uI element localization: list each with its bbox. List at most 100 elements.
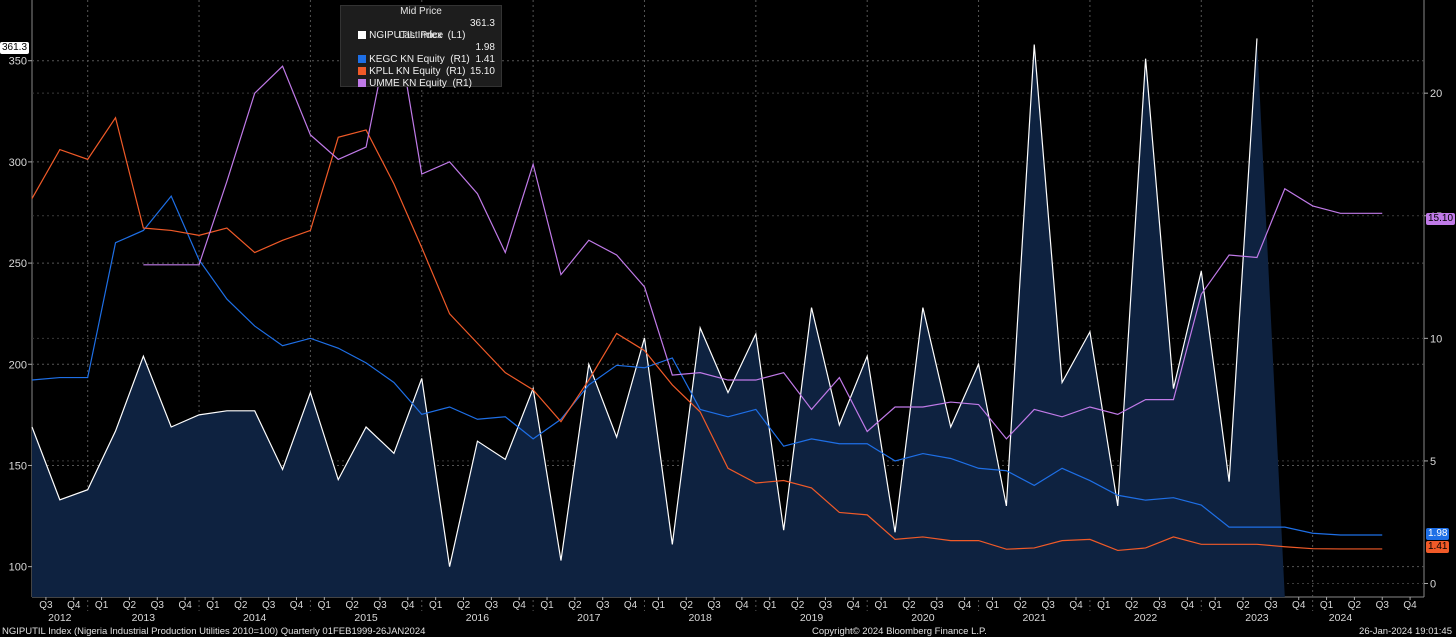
- legend-row-kpll: KPLL KN Equity (R1): [347, 54, 465, 90]
- x-tick-year: 2019: [800, 612, 824, 624]
- x-tick-quarter: Q1: [318, 600, 332, 611]
- x-tick-quarter: Q4: [624, 600, 638, 611]
- x-tick-quarter: Q3: [1376, 600, 1390, 611]
- legend-swatch-kpll: [358, 67, 367, 75]
- x-tick-quarter: Q2: [457, 600, 471, 611]
- x-tick-quarter: Q2: [1348, 600, 1362, 611]
- legend-label-kegc: KEGC KN Equity (R1): [369, 54, 470, 65]
- x-tick-quarter: Q1: [95, 600, 109, 611]
- x-tick-year: 2022: [1134, 612, 1158, 624]
- legend-row-kegc: KEGC KN Equity (R1): [347, 42, 470, 78]
- x-tick-quarter: Q2: [234, 600, 248, 611]
- legend-label-ngiputil: NGIPUTIL Index (L1): [369, 30, 466, 41]
- legend-swatch-umme: [358, 79, 367, 87]
- legend-value-kegc: 1.98: [475, 42, 495, 53]
- x-tick-quarter: Q4: [735, 600, 749, 611]
- x-tick-quarter: Q3: [39, 600, 53, 611]
- x-tick-quarter: Q2: [1236, 600, 1250, 611]
- series-lines: [31, 7, 1383, 567]
- x-tick-quarter: Q2: [1125, 600, 1139, 611]
- last-value-tag-kegc: 1.98: [1426, 528, 1450, 540]
- x-tick-quarter: Q3: [373, 600, 387, 611]
- x-tick-quarter: Q2: [1014, 600, 1028, 611]
- x-tick-quarter: Q1: [1320, 600, 1334, 611]
- right-tick-label: 20: [1430, 88, 1442, 100]
- legend-swatch-ngiputil: [358, 31, 367, 39]
- x-tick-quarter: Q4: [847, 600, 861, 611]
- x-tick-quarter: Q4: [401, 600, 415, 611]
- ngiputil-area: [32, 38, 1285, 597]
- last-value-tag-kpll: 1.41: [1426, 541, 1450, 553]
- last-value-tag-umme: 15.10: [1426, 213, 1456, 225]
- x-tick-quarter: Q2: [680, 600, 694, 611]
- left-axis-ticks: 100 150 200 250 300 350: [9, 56, 27, 574]
- x-tick-quarter: Q1: [1209, 600, 1223, 611]
- x-tick-year: 2023: [1245, 612, 1269, 624]
- x-tick-quarter: Q2: [902, 600, 916, 611]
- last-value-tag-ngiputil: 361.3: [0, 42, 30, 54]
- x-tick-quarter: Q3: [1153, 600, 1167, 611]
- x-tick-quarter: Q1: [1097, 600, 1111, 611]
- left-tick-label: 150: [9, 460, 27, 472]
- left-tick-label: 250: [9, 258, 27, 270]
- x-tick-quarter: Q1: [540, 600, 554, 611]
- legend-value-kpll: 1.41: [475, 54, 495, 65]
- left-tick-label: 350: [9, 56, 27, 68]
- x-tick-quarter: Q4: [958, 600, 972, 611]
- series-line-ngiputil: [31, 38, 1258, 567]
- x-tick-quarter: Q3: [1264, 600, 1278, 611]
- left-tick-label: 100: [9, 562, 27, 574]
- x-tick-quarter: Q1: [429, 600, 443, 611]
- series-line-kpll: [31, 116, 1383, 552]
- x-tick-quarter: Q3: [262, 600, 276, 611]
- x-tick-quarter: Q3: [707, 600, 721, 611]
- x-tick-quarter: Q4: [513, 600, 527, 611]
- x-axis-ticks: Q3 Q4 Q1 Q2 Q3 Q4 Q1 Q2 Q3 Q4 Q1 Q2 Q3 Q4 Q1 Q2 Q3 Q4 Q1 Q2…: [39, 600, 1417, 624]
- x-tick-year: 2015: [354, 612, 378, 624]
- x-tick-quarter: Q1: [986, 600, 1000, 611]
- x-tick-quarter: Q4: [290, 600, 304, 611]
- x-tick-year: 2016: [466, 612, 490, 624]
- right-tick-label: 5: [1430, 456, 1436, 468]
- x-tick-quarter: Q1: [206, 600, 220, 611]
- x-tick-year: 2013: [132, 612, 156, 624]
- right-tick-label: 10: [1430, 333, 1442, 345]
- x-tick-quarter: Q3: [485, 600, 499, 611]
- right-tick-label: 0: [1430, 579, 1436, 591]
- x-tick-year: 2024: [1329, 612, 1353, 624]
- footer-copyright: Copyright© 2024 Bloomberg Finance L.P.: [812, 626, 987, 637]
- x-tick-year: 2020: [911, 612, 935, 624]
- x-tick-quarter: Q3: [930, 600, 944, 611]
- x-tick-quarter: Q3: [819, 600, 833, 611]
- x-tick-year: 2014: [243, 612, 267, 624]
- x-tick-quarter: Q4: [178, 600, 192, 611]
- footer-timestamp: 26-Jan-2024 19:01:45: [1359, 626, 1452, 637]
- legend: Mid Price NGIPUTIL Index (L1) 361.3 Last…: [340, 5, 502, 90]
- x-tick-quarter: Q1: [763, 600, 777, 611]
- legend-label-kpll: KPLL KN Equity (R1): [369, 66, 466, 77]
- legend-label-umme: UMME KN Equity (R1): [369, 78, 472, 89]
- legend-header-last: Last Price: [398, 30, 444, 41]
- x-tick-quarter: Q3: [151, 600, 165, 611]
- x-tick-quarter: Q4: [1292, 600, 1306, 611]
- x-tick-quarter: Q4: [1069, 600, 1083, 611]
- right-axis-ticks: 05101520: [1430, 88, 1442, 590]
- footer-description: NGIPUTIL Index (Nigeria Industrial Produ…: [2, 626, 426, 637]
- legend-row-umme: UMME KN Equity (R1): [347, 66, 472, 102]
- x-tick-quarter: Q4: [67, 600, 81, 611]
- x-tick-year: 2018: [688, 612, 712, 624]
- left-tick-label: 300: [9, 157, 27, 169]
- x-tick-quarter: Q3: [596, 600, 610, 611]
- series-line-kegc: [31, 194, 1383, 536]
- left-tick-label: 200: [9, 359, 27, 371]
- x-tick-quarter: Q2: [791, 600, 805, 611]
- x-tick-quarter: Q4: [1403, 600, 1417, 611]
- x-tick-year: 2021: [1023, 612, 1047, 624]
- series-line-umme: [143, 7, 1383, 440]
- x-tick-quarter: Q2: [345, 600, 359, 611]
- x-tick-year: 2017: [577, 612, 601, 624]
- series-area-ngiputil: [32, 38, 1285, 597]
- legend-header-mid: Mid Price: [400, 6, 442, 17]
- x-tick-quarter: Q1: [874, 600, 888, 611]
